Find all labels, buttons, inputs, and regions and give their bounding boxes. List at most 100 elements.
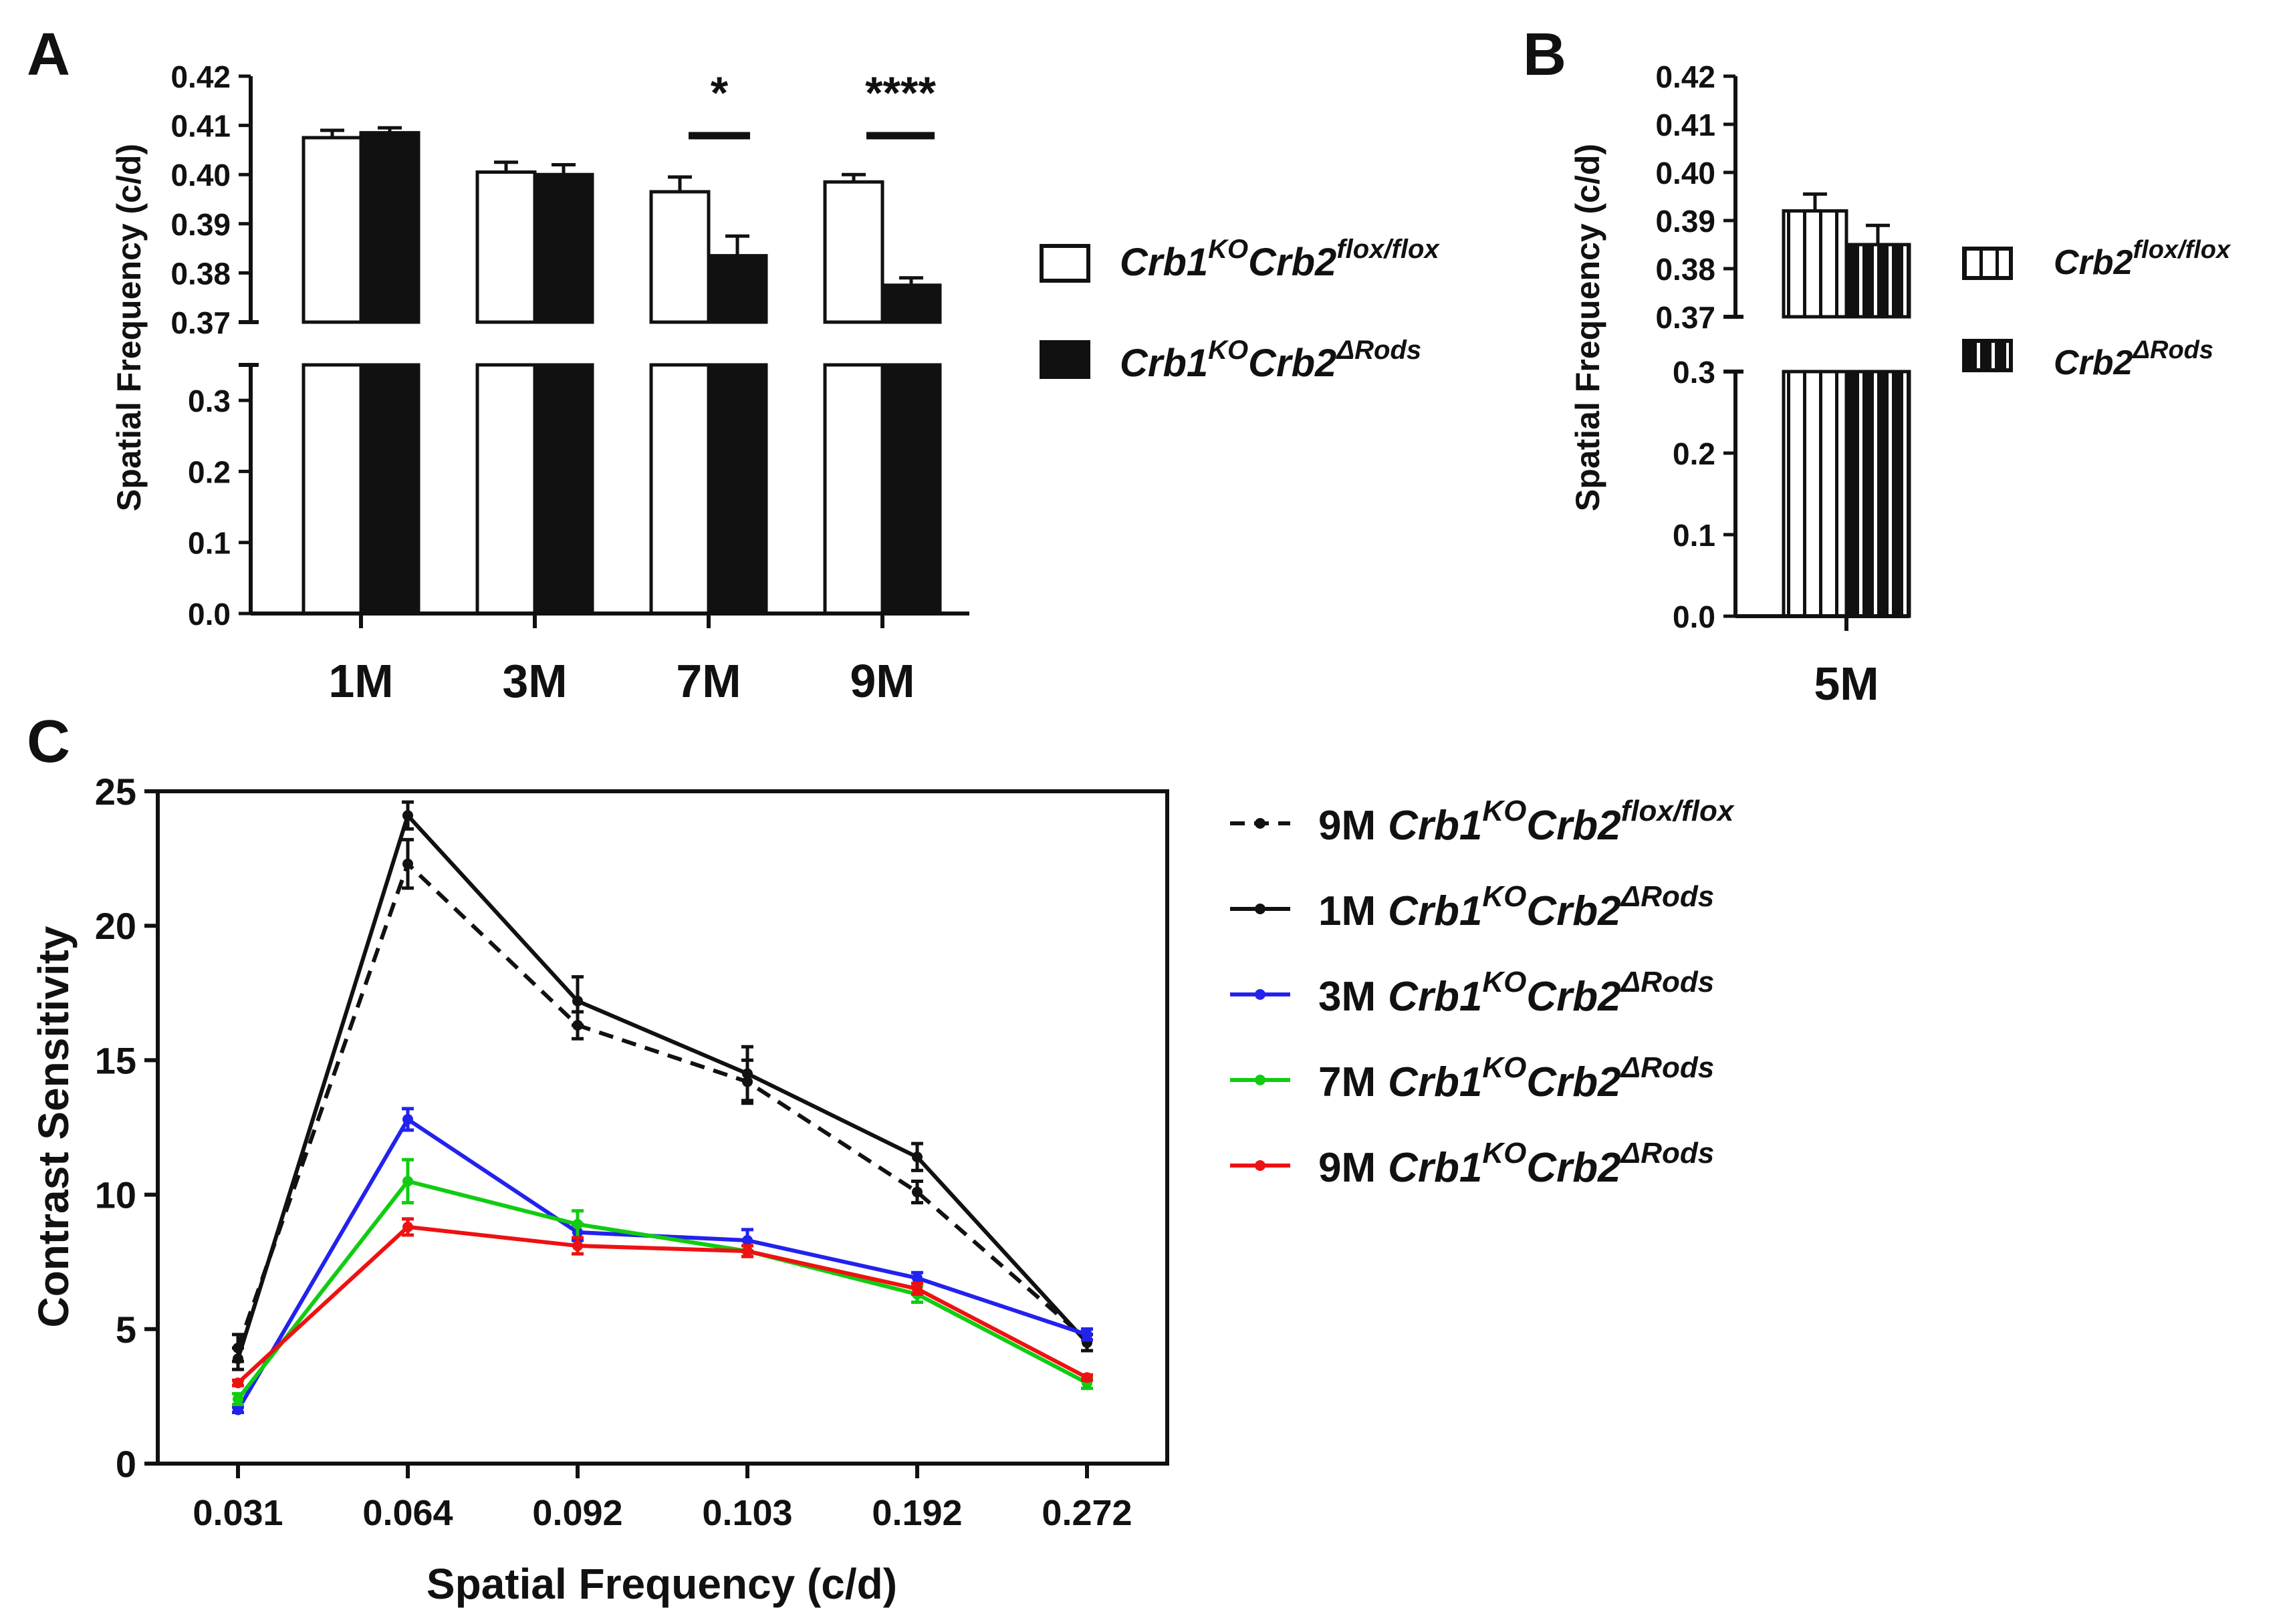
series-line	[236, 861, 1088, 1349]
legend-c-name-1: Crb1	[1388, 974, 1482, 1020]
legend-c-name-2: Crb2	[1526, 1059, 1620, 1105]
data-point	[742, 1235, 753, 1246]
data-point	[402, 858, 413, 869]
series-1	[232, 800, 1093, 1371]
bar-lower-segment	[533, 363, 594, 616]
legend-c-sup-1: KO	[1482, 795, 1526, 827]
x-tick-label: 9M	[850, 655, 915, 707]
legend-c-sup-1: KO	[1482, 1137, 1526, 1170]
legend-c-sup-2: flox/flox	[1621, 795, 1735, 827]
legend-c-prefix: 3M	[1318, 974, 1376, 1020]
legend-c-sup-1: KO	[1482, 966, 1526, 998]
data-point	[1082, 1372, 1092, 1383]
legend-c-label: 9M Crb1KOCrb2ΔRods	[1318, 1137, 1714, 1191]
y-tick-label-upper: 0.38	[1655, 252, 1715, 287]
panel-c-plot-frame	[156, 789, 1169, 1466]
data-point	[402, 810, 413, 821]
panel-a-bars	[301, 126, 942, 616]
x-tick-label: 0.031	[193, 1493, 283, 1533]
y-tick-label: 0	[116, 1443, 136, 1485]
data-point	[742, 1068, 753, 1079]
data-point	[233, 1377, 243, 1389]
series-0	[232, 837, 1093, 1363]
legend-c-prefix: 9M	[1318, 803, 1376, 849]
panel-label-a: A	[27, 21, 70, 88]
bar-lower-segment	[707, 363, 768, 616]
bar	[1844, 243, 1911, 319]
bar-lower-segment	[1782, 370, 1848, 618]
panel-c-ylabel: Contrast Sensitivity	[29, 926, 78, 1327]
bar	[359, 131, 420, 324]
data-point	[912, 1283, 923, 1295]
legend-c-swatch-marker	[1255, 904, 1265, 914]
bar	[301, 136, 363, 324]
y-tick-label-upper: 0.41	[170, 109, 231, 144]
bar-lower-segment	[475, 363, 537, 616]
legend-a-swatch-flox	[1040, 244, 1090, 283]
legend-c-swatch-marker	[1255, 818, 1265, 829]
data-point	[1082, 1329, 1092, 1340]
data-point	[402, 1221, 413, 1232]
legend-a-swatch-drods	[1040, 340, 1090, 379]
legend-c-sup-2: ΔRods	[1620, 1051, 1715, 1084]
panel-a-x-tick-labels: 1M 3M 7M 9M	[328, 655, 915, 707]
bar-lower-segment	[301, 363, 363, 616]
y-tick-label: 10	[95, 1174, 136, 1216]
y-tick-label-upper: 0.42	[1655, 59, 1715, 94]
legend-c-name-2: Crb2	[1526, 888, 1620, 934]
y-tick-label-upper: 0.39	[1655, 204, 1715, 239]
series-line	[236, 1179, 1088, 1401]
legend-c-swatch-marker	[1255, 1160, 1265, 1171]
legend-c-label: 7M Crb1KOCrb2ΔRods	[1318, 1051, 1714, 1105]
bar-lower-segment	[649, 363, 711, 616]
y-tick-label: 15	[95, 1039, 136, 1081]
panel-c-xlabel: Spatial Frequency (c/d)	[427, 1560, 897, 1608]
legend-b-label-flox: Crb2flox/flox	[2054, 236, 2231, 282]
panel-label-c: C	[27, 708, 70, 775]
legend-a-label-flox: Crb1KOCrb2flox/flox	[1120, 235, 1440, 284]
x-tick-label: 5M	[1814, 658, 1879, 710]
legend-c-sup-2: ΔRods	[1620, 1137, 1715, 1170]
data-point	[572, 1218, 583, 1230]
y-tick-label-lower: 0.3	[188, 384, 231, 418]
y-tick-label-upper: 0.42	[170, 59, 231, 94]
legend-c-name-2: Crb2	[1526, 803, 1620, 849]
legend-c-swatch-marker	[1255, 989, 1265, 1000]
bar	[533, 172, 594, 324]
legend-c-prefix: 7M	[1318, 1059, 1376, 1105]
legend-c-name-1: Crb1	[1388, 888, 1482, 934]
sig-star-9m: ****	[865, 67, 936, 118]
data-point	[402, 1176, 413, 1187]
y-tick-label: 20	[95, 905, 136, 947]
panel-b-ylabel: Spatial Frequency (c/d)	[1569, 144, 1606, 511]
data-point	[912, 1152, 923, 1163]
bar	[823, 180, 884, 324]
y-tick-label-upper: 0.41	[1655, 108, 1715, 142]
series-line	[236, 1224, 1088, 1385]
bar	[880, 283, 942, 324]
y-tick-label-lower: 0.2	[1673, 436, 1715, 471]
legend-c-name-2: Crb2	[1526, 974, 1620, 1020]
series-2	[232, 1107, 1093, 1415]
x-tick-label: 7M	[676, 655, 741, 707]
legend-c-swatch-marker	[1255, 1075, 1265, 1085]
series-4	[232, 1217, 1093, 1389]
y-tick-label: 25	[95, 771, 136, 813]
legend-c-sup-1: KO	[1482, 1051, 1526, 1084]
data-point	[233, 1353, 243, 1365]
panel-a-legend: Crb1KOCrb2flox/flox Crb1KOCrb2ΔRods	[1040, 235, 1440, 385]
bar	[707, 254, 768, 324]
panel-b-chart: Spatial Frequency (c/d) 0.0 0.1 0.2 0.3 0.37…	[1569, 59, 1911, 710]
panel-a-axes	[239, 76, 969, 628]
legend-c-name-1: Crb1	[1388, 1059, 1482, 1105]
data-point	[572, 1240, 583, 1252]
x-tick-label: 0.272	[1042, 1493, 1132, 1533]
panel-b-axes	[1723, 76, 1909, 631]
panel-b-x-tick-labels: 5M	[1814, 658, 1879, 710]
panel-a-ylabel: Spatial Frequency (c/d)	[110, 144, 148, 511]
legend-c-sup-1: KO	[1482, 880, 1526, 913]
legend-c-label: 3M Crb1KOCrb2ΔRods	[1318, 966, 1714, 1020]
panel-b-y-ticks: 0.0 0.1 0.2 0.3 0.37 0.38 0.39 0.40 0.41 0.42	[1655, 59, 1735, 634]
y-tick-label-lower: 0.0	[188, 597, 231, 632]
